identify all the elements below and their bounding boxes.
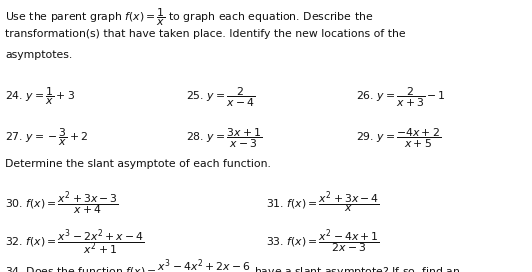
Text: 29. $y = \dfrac{-4x + 2}{x + 5}$: 29. $y = \dfrac{-4x + 2}{x + 5}$	[356, 126, 442, 150]
Text: 34. Does the function $f(x) = \dfrac{x^3 - 4x^2 + 2x - 6}{x + 3}$ have a slant a: 34. Does the function $f(x) = \dfrac{x^3…	[5, 257, 461, 272]
Text: Use the parent graph $f(x) = \dfrac{1}{x}$ to graph each equation. Describe the: Use the parent graph $f(x) = \dfrac{1}{x…	[5, 7, 373, 28]
Text: 26. $y = \dfrac{2}{x + 3} - 1$: 26. $y = \dfrac{2}{x + 3} - 1$	[356, 86, 446, 109]
Text: 30. $f(x) = \dfrac{x^2 + 3x - 3}{x + 4}$: 30. $f(x) = \dfrac{x^2 + 3x - 3}{x + 4}$	[5, 189, 119, 217]
Text: 27. $y = -\dfrac{3}{x} + 2$: 27. $y = -\dfrac{3}{x} + 2$	[5, 126, 89, 148]
Text: transformation(s) that have taken place. Identify the new locations of the: transformation(s) that have taken place.…	[5, 29, 406, 39]
Text: 32. $f(x) = \dfrac{x^3 - 2x^2 + x - 4}{x^2 + 1}$: 32. $f(x) = \dfrac{x^3 - 2x^2 + x - 4}{x…	[5, 227, 145, 257]
Text: 28. $y = \dfrac{3x + 1}{x - 3}$: 28. $y = \dfrac{3x + 1}{x - 3}$	[186, 126, 262, 150]
Text: 31. $f(x) = \dfrac{x^2 + 3x - 4}{x}$: 31. $f(x) = \dfrac{x^2 + 3x - 4}{x}$	[266, 189, 380, 215]
Text: 25. $y = \dfrac{2}{x - 4}$: 25. $y = \dfrac{2}{x - 4}$	[186, 86, 255, 109]
Text: asymptotes.: asymptotes.	[5, 50, 72, 60]
Text: 33. $f(x) = \dfrac{x^2 - 4x + 1}{2x - 3}$: 33. $f(x) = \dfrac{x^2 - 4x + 1}{2x - 3}…	[266, 227, 380, 255]
Text: Determine the slant asymptote of each function.: Determine the slant asymptote of each fu…	[5, 159, 271, 169]
Text: 24. $y = \dfrac{1}{x} + 3$: 24. $y = \dfrac{1}{x} + 3$	[5, 86, 76, 107]
